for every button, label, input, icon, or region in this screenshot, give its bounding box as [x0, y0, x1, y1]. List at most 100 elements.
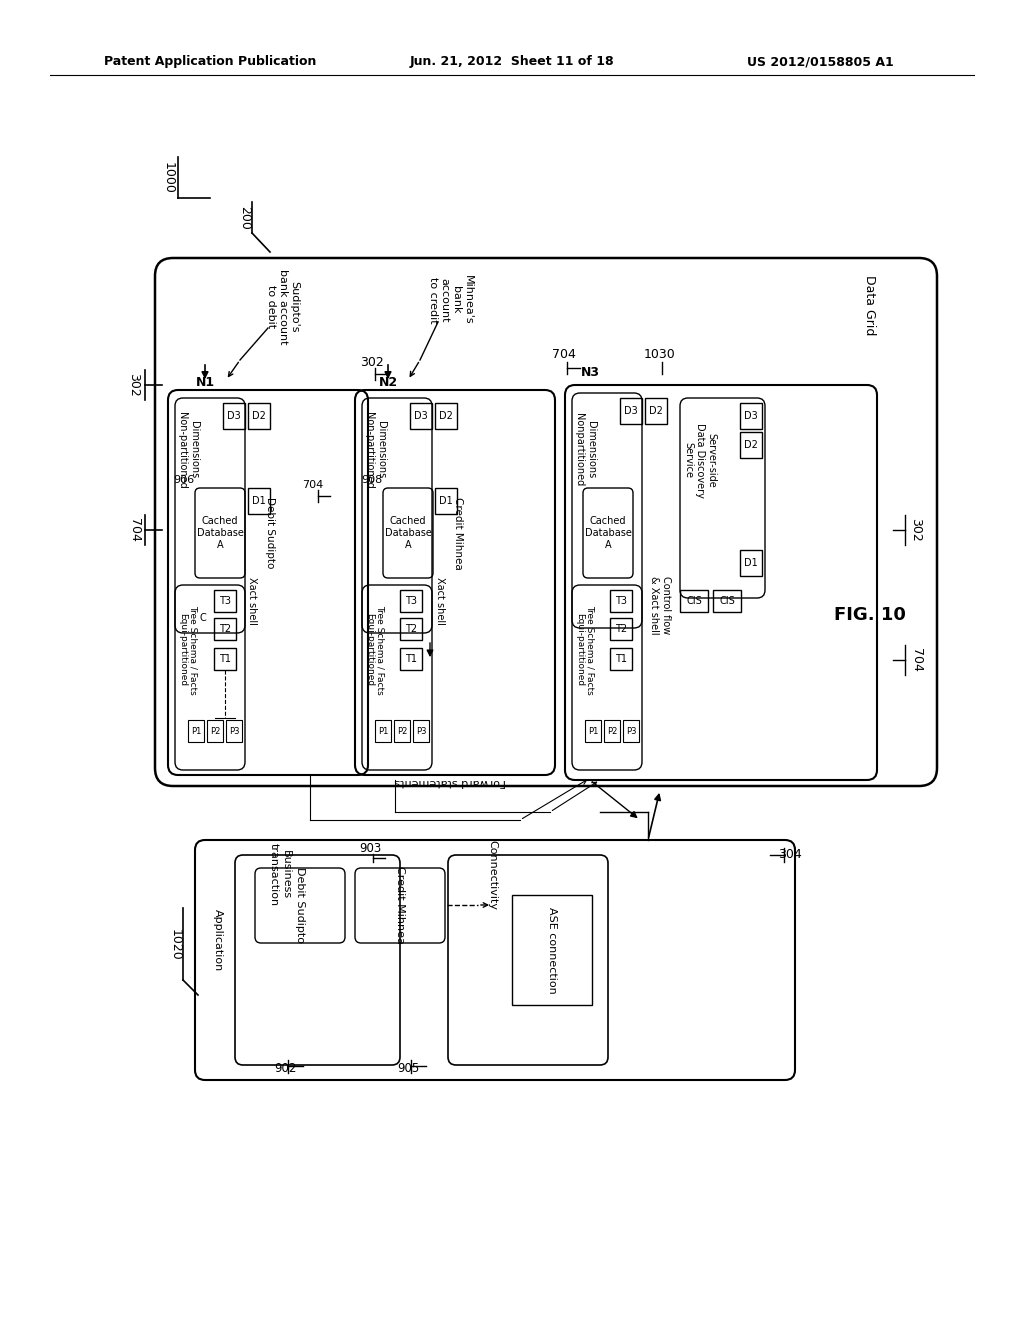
Text: 302: 302 — [360, 355, 384, 368]
Text: T1: T1 — [219, 653, 231, 664]
Bar — [400, 618, 422, 640]
Text: T1: T1 — [615, 653, 627, 664]
Bar — [645, 399, 667, 424]
Text: CIS: CIS — [719, 597, 735, 606]
Bar — [400, 590, 422, 612]
Bar — [512, 895, 592, 1005]
Bar — [610, 618, 632, 640]
Text: D3: D3 — [624, 407, 638, 416]
Bar — [713, 590, 741, 612]
Text: D3: D3 — [227, 411, 241, 421]
Text: T3: T3 — [219, 597, 231, 606]
Bar — [740, 550, 762, 576]
Bar — [610, 590, 632, 612]
Text: Xact shell: Xact shell — [435, 577, 445, 624]
Bar — [680, 590, 708, 612]
Text: T3: T3 — [406, 597, 417, 606]
Text: 704: 704 — [302, 480, 324, 490]
Text: Data Grid: Data Grid — [863, 275, 877, 335]
Text: 1020: 1020 — [169, 929, 181, 961]
Bar — [623, 719, 639, 742]
Text: T2: T2 — [219, 624, 231, 634]
Text: D1: D1 — [744, 558, 758, 568]
Text: Cached
Database
A: Cached Database A — [197, 516, 244, 549]
Text: 906: 906 — [173, 475, 195, 484]
Text: Debit Sudipto: Debit Sudipto — [265, 498, 275, 569]
Text: D2: D2 — [649, 407, 663, 416]
Text: C: C — [200, 612, 207, 623]
Text: 704: 704 — [909, 648, 923, 672]
Text: D2: D2 — [252, 411, 266, 421]
Bar — [585, 719, 601, 742]
Text: 304: 304 — [778, 849, 802, 862]
Text: Jun. 21, 2012  Sheet 11 of 18: Jun. 21, 2012 Sheet 11 of 18 — [410, 55, 614, 69]
Text: Credit Mihnea: Credit Mihnea — [453, 496, 463, 569]
Text: Connectivity: Connectivity — [487, 840, 497, 909]
Text: Xact shell: Xact shell — [247, 577, 257, 624]
Text: 905: 905 — [397, 1061, 419, 1074]
Text: Application: Application — [213, 909, 223, 972]
Text: D1: D1 — [252, 496, 266, 506]
Bar — [604, 719, 620, 742]
Bar — [223, 403, 245, 429]
Text: Forward statements: Forward statements — [394, 777, 506, 787]
Text: T1: T1 — [406, 653, 417, 664]
Text: P1: P1 — [588, 726, 598, 735]
Text: Dimensions
Non-partitioned: Dimensions Non-partitioned — [177, 412, 199, 488]
Text: D2: D2 — [744, 440, 758, 450]
Bar — [740, 432, 762, 458]
Text: N2: N2 — [379, 376, 397, 389]
Text: P3: P3 — [228, 726, 240, 735]
Bar — [435, 488, 457, 513]
Text: 704: 704 — [552, 348, 575, 362]
Text: N1: N1 — [196, 376, 215, 389]
Bar — [413, 719, 429, 742]
Text: D3: D3 — [414, 411, 428, 421]
Text: P1: P1 — [378, 726, 388, 735]
Text: CIS: CIS — [686, 597, 701, 606]
Bar — [214, 648, 236, 671]
Text: P1: P1 — [190, 726, 201, 735]
Bar — [375, 719, 391, 742]
Text: 302: 302 — [128, 374, 140, 397]
Text: 1000: 1000 — [162, 162, 174, 194]
Bar — [248, 403, 270, 429]
Bar — [207, 719, 223, 742]
Text: 302: 302 — [909, 519, 923, 543]
Bar — [394, 719, 410, 742]
Text: Sudipto's
bank account
to debit: Sudipto's bank account to debit — [266, 269, 300, 345]
Bar — [400, 648, 422, 671]
Bar — [214, 618, 236, 640]
Text: Credit Mihnea: Credit Mihnea — [395, 866, 406, 944]
Text: D3: D3 — [744, 411, 758, 421]
Text: P3: P3 — [626, 726, 636, 735]
Text: P2: P2 — [397, 726, 408, 735]
Text: US 2012/0158805 A1: US 2012/0158805 A1 — [746, 55, 893, 69]
Text: FIG. 10: FIG. 10 — [835, 606, 906, 624]
Text: Tree Schema / Facts
Equi-partitioned: Tree Schema / Facts Equi-partitioned — [366, 605, 385, 694]
Text: Patent Application Publication: Patent Application Publication — [103, 55, 316, 69]
Text: P3: P3 — [416, 726, 426, 735]
Text: ASE connection: ASE connection — [547, 907, 557, 994]
Bar — [620, 399, 642, 424]
Text: Tree Schema / Facts
Equi-partitioned: Tree Schema / Facts Equi-partitioned — [575, 605, 595, 694]
Text: N3: N3 — [581, 366, 599, 379]
Text: 902: 902 — [273, 1061, 296, 1074]
Text: D2: D2 — [439, 411, 453, 421]
Text: Mihnea's
bank
account
to credit: Mihnea's bank account to credit — [428, 275, 472, 325]
Text: Cached
Database
A: Cached Database A — [385, 516, 431, 549]
Bar — [435, 403, 457, 429]
Text: P2: P2 — [607, 726, 617, 735]
Text: T2: T2 — [404, 624, 417, 634]
Bar — [740, 403, 762, 429]
Bar — [248, 488, 270, 513]
Text: Dimensions
Non-partitioned: Dimensions Non-partitioned — [365, 412, 386, 488]
Text: T2: T2 — [615, 624, 627, 634]
Text: D1: D1 — [439, 496, 453, 506]
Bar — [188, 719, 204, 742]
Text: 903: 903 — [358, 842, 381, 854]
Text: Tree Schema / Facts
Equi-partitioned: Tree Schema / Facts Equi-partitioned — [178, 605, 198, 694]
Text: T3: T3 — [615, 597, 627, 606]
Text: Cached
Database
A: Cached Database A — [585, 516, 632, 549]
Text: Business
transaction: Business transaction — [269, 843, 291, 907]
